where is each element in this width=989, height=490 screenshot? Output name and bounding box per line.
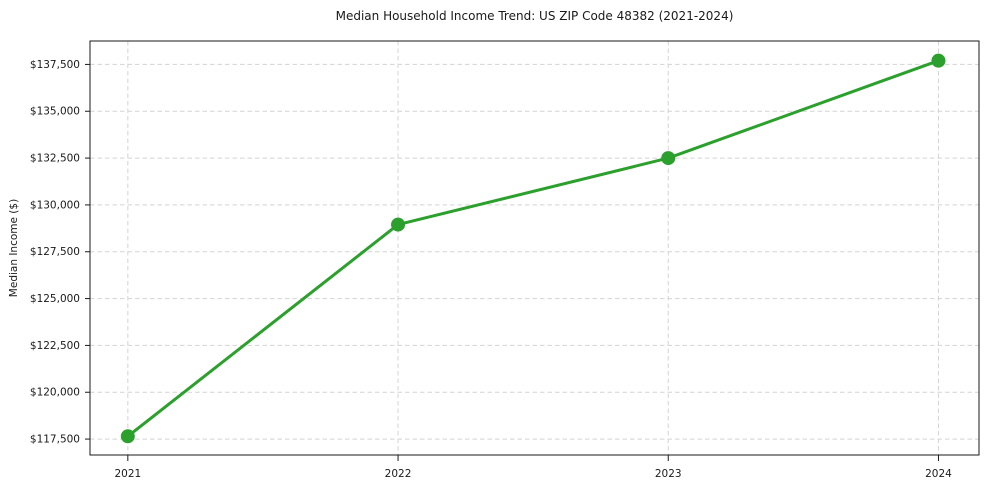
y-tick-label: $120,000 bbox=[30, 387, 80, 399]
data-line bbox=[126, 59, 940, 438]
x-tick-label: 2023 bbox=[655, 468, 682, 480]
x-tick-label: 2022 bbox=[385, 468, 412, 480]
data-point-marker bbox=[391, 217, 406, 232]
y-tick-label: $132,500 bbox=[30, 153, 80, 165]
chart-title: Median Household Income Trend: US ZIP Co… bbox=[335, 9, 734, 23]
y-tick-label: $122,500 bbox=[30, 340, 80, 352]
y-tick-label: $130,000 bbox=[30, 199, 80, 211]
plot-frame bbox=[89, 40, 980, 456]
y-tick-label: $127,500 bbox=[30, 246, 80, 258]
y-tick-label: $135,000 bbox=[30, 106, 80, 118]
y-tick-label: $125,000 bbox=[30, 293, 80, 305]
data-point-marker bbox=[661, 151, 676, 166]
data-point-marker bbox=[120, 429, 135, 444]
y-tick-label: $117,500 bbox=[30, 434, 80, 446]
x-tick-label: 2021 bbox=[114, 468, 141, 480]
y-tick-label: $137,500 bbox=[30, 59, 80, 71]
data-point-marker bbox=[931, 53, 946, 68]
x-tick-label: 2024 bbox=[925, 468, 952, 480]
